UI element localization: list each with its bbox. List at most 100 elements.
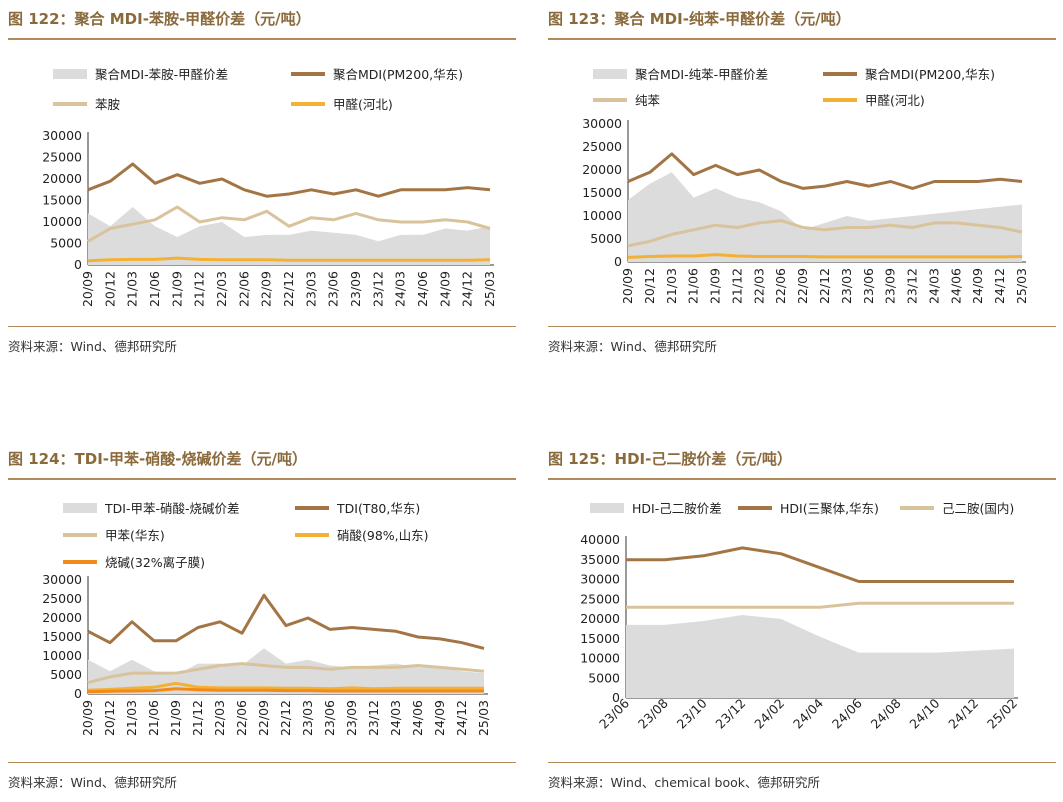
chart-125-svg: 0 5000 10000 15000 20000 25000 30000 35000 40000…: [580, 532, 1020, 732]
chart-title: 图 123：聚合 MDI-纯苯-甲醛价差（元/吨）: [548, 10, 851, 28]
x-tick-label: 25/03: [482, 271, 497, 307]
legend-toluene: 甲苯(华东): [63, 525, 165, 544]
legend-label: 己二胺(国内): [942, 501, 1015, 516]
legend-line-swatch: [295, 505, 329, 510]
x-tick-label: 20/12: [102, 271, 117, 307]
y-tick-label: 5000: [590, 231, 622, 246]
x-tick-label: 21/06: [146, 700, 161, 736]
legend-area-swatch: [593, 68, 627, 79]
legend-label: 烧碱(32%离子膜): [105, 555, 206, 570]
legend-formaldehyde: 甲醛(河北): [291, 94, 393, 113]
x-tick-label: 22/06: [773, 268, 788, 304]
legend-spread: HDI-己二胺价差: [590, 498, 722, 517]
series-area: [628, 172, 1022, 262]
y-tick-label: 20000: [42, 610, 82, 625]
legend-aniline: 苯胺: [53, 94, 120, 113]
x-tick-label: 22/06: [236, 271, 251, 307]
legend-label: HDI(三聚体,华东): [780, 501, 879, 516]
y-tick-label: 40000: [580, 532, 620, 547]
y-tick-label: 20000: [580, 611, 620, 626]
legend-label: 聚合MDI(PM200,华东): [865, 67, 996, 82]
legend-line-swatch: [291, 71, 325, 76]
series-line: [626, 601, 1014, 609]
panel-chart-123: 图 123：聚合 MDI-纯苯-甲醛价差（元/吨） 聚合MDI-纯苯-甲醛价差 …: [548, 8, 1056, 358]
x-tick-label: 23/03: [300, 700, 315, 736]
chart-123-svg: 0 5000 10000 15000 20000 25000 30000 20/09 20/12…: [582, 116, 1029, 304]
source-text: 资料来源：Wind、德邦研究所: [8, 775, 177, 790]
x-tick-label: 21/03: [125, 271, 140, 307]
y-tick-label: 15000: [42, 193, 82, 208]
y-tick-label: 5000: [50, 236, 82, 251]
y-tick-label: 0: [74, 686, 82, 701]
y-tick-label: 30000: [580, 572, 620, 587]
y-tick-label: 15000: [42, 629, 82, 644]
y-tick-label: 5000: [50, 667, 82, 682]
legend-area-swatch: [53, 68, 87, 79]
legend-line-swatch: [738, 505, 772, 510]
y-tick-label: 0: [612, 690, 620, 705]
x-tick-label: 23/06: [326, 271, 341, 307]
x-tick-label: 23/06: [861, 268, 876, 304]
x-tick-label: 24/08: [868, 695, 904, 731]
legend-hdi: HDI(三聚体,华东): [738, 498, 879, 517]
x-tick-label: 24/03: [388, 700, 403, 736]
legend-nitric-acid: 硝酸(98%,山东): [295, 525, 429, 544]
x-tick-label: 22/03: [214, 271, 229, 307]
x-tick-label: 23/03: [303, 271, 318, 307]
legend-area-swatch: [63, 502, 97, 513]
x-tick-label: 22/12: [281, 271, 296, 307]
legend-label: TDI-甲苯-硝酸-烧碱价差: [105, 501, 240, 516]
x-tick-label: 21/03: [124, 700, 139, 736]
x-tick-label: 24/12: [454, 700, 469, 736]
x-tick-label: 24/06: [415, 271, 430, 307]
y-tick-label: 15000: [580, 631, 620, 646]
x-tick-label: 22/06: [234, 700, 249, 736]
legend-label: 纯苯: [635, 93, 661, 108]
x-tick-label: 22/03: [212, 700, 227, 736]
panel-chart-125: 图 125：HDI-己二胺价差（元/吨） HDI-己二胺价差 HDI(三聚体,华…: [548, 448, 1056, 798]
x-tick-label: 20/09: [620, 268, 635, 304]
y-tick-label: 15000: [582, 185, 622, 200]
legend-area-swatch: [590, 502, 624, 513]
title-rule: [8, 478, 516, 480]
series-line: [626, 546, 1014, 583]
x-tick-label: 21/06: [686, 268, 701, 304]
legend-mdi: 聚合MDI(PM200,华东): [823, 64, 995, 83]
x-tick-label: 23/09: [883, 268, 898, 304]
chart-title: 图 125：HDI-己二胺价差（元/吨）: [548, 450, 792, 468]
legend-line-swatch: [295, 532, 329, 537]
x-tick-label: 22/09: [795, 268, 810, 304]
y-tick-label: 30000: [42, 128, 82, 143]
source-rule: [8, 326, 516, 327]
legend-line-swatch: [63, 532, 97, 537]
x-tick-label: 24/09: [437, 271, 452, 307]
y-tick-label: 35000: [580, 552, 620, 567]
source-text: 资料来源：Wind、德邦研究所: [8, 339, 177, 354]
series-area: [626, 615, 1014, 698]
legend-benzene: 纯苯: [593, 90, 660, 109]
legend-label: HDI-己二胺价差: [632, 501, 722, 516]
x-tick-label: 25/02: [984, 696, 1020, 732]
legend-line-swatch: [63, 559, 97, 564]
x-tick-label: 23/06: [322, 700, 337, 736]
legend-label: 甲醛(河北): [865, 93, 925, 108]
legend-line-swatch: [593, 97, 627, 102]
legend-label: 聚合MDI-苯胺-甲醛价差: [95, 67, 229, 82]
y-tick-label: 30000: [42, 572, 82, 587]
x-tick-label: 21/03: [664, 268, 679, 304]
x-tick-label: 21/12: [190, 700, 205, 736]
panel-chart-124: 图 124：TDI-甲苯-硝酸-烧碱价差（元/吨） TDI-甲苯-硝酸-烧碱价差…: [8, 448, 516, 798]
title-rule: [8, 38, 516, 40]
chart-124-svg: 0 5000 10000 15000 20000 25000 30000 20/09 20/12…: [42, 572, 491, 736]
source-rule: [548, 762, 1056, 763]
x-tick-label: 22/09: [256, 700, 271, 736]
x-tick-label: 24/09: [970, 268, 985, 304]
x-tick-label: 20/09: [80, 700, 95, 736]
legend-mdi: 聚合MDI(PM200,华东): [291, 64, 463, 83]
legend-label: 硝酸(98%,山东): [337, 528, 429, 543]
legend-label: 甲醛(河北): [333, 97, 393, 112]
legend-label: TDI(T80,华东): [337, 501, 421, 516]
x-tick-label: 23/09: [344, 700, 359, 736]
legend-label: 聚合MDI(PM200,华东): [333, 67, 464, 82]
chart-title: 图 122：聚合 MDI-苯胺-甲醛价差（元/吨）: [8, 10, 311, 28]
